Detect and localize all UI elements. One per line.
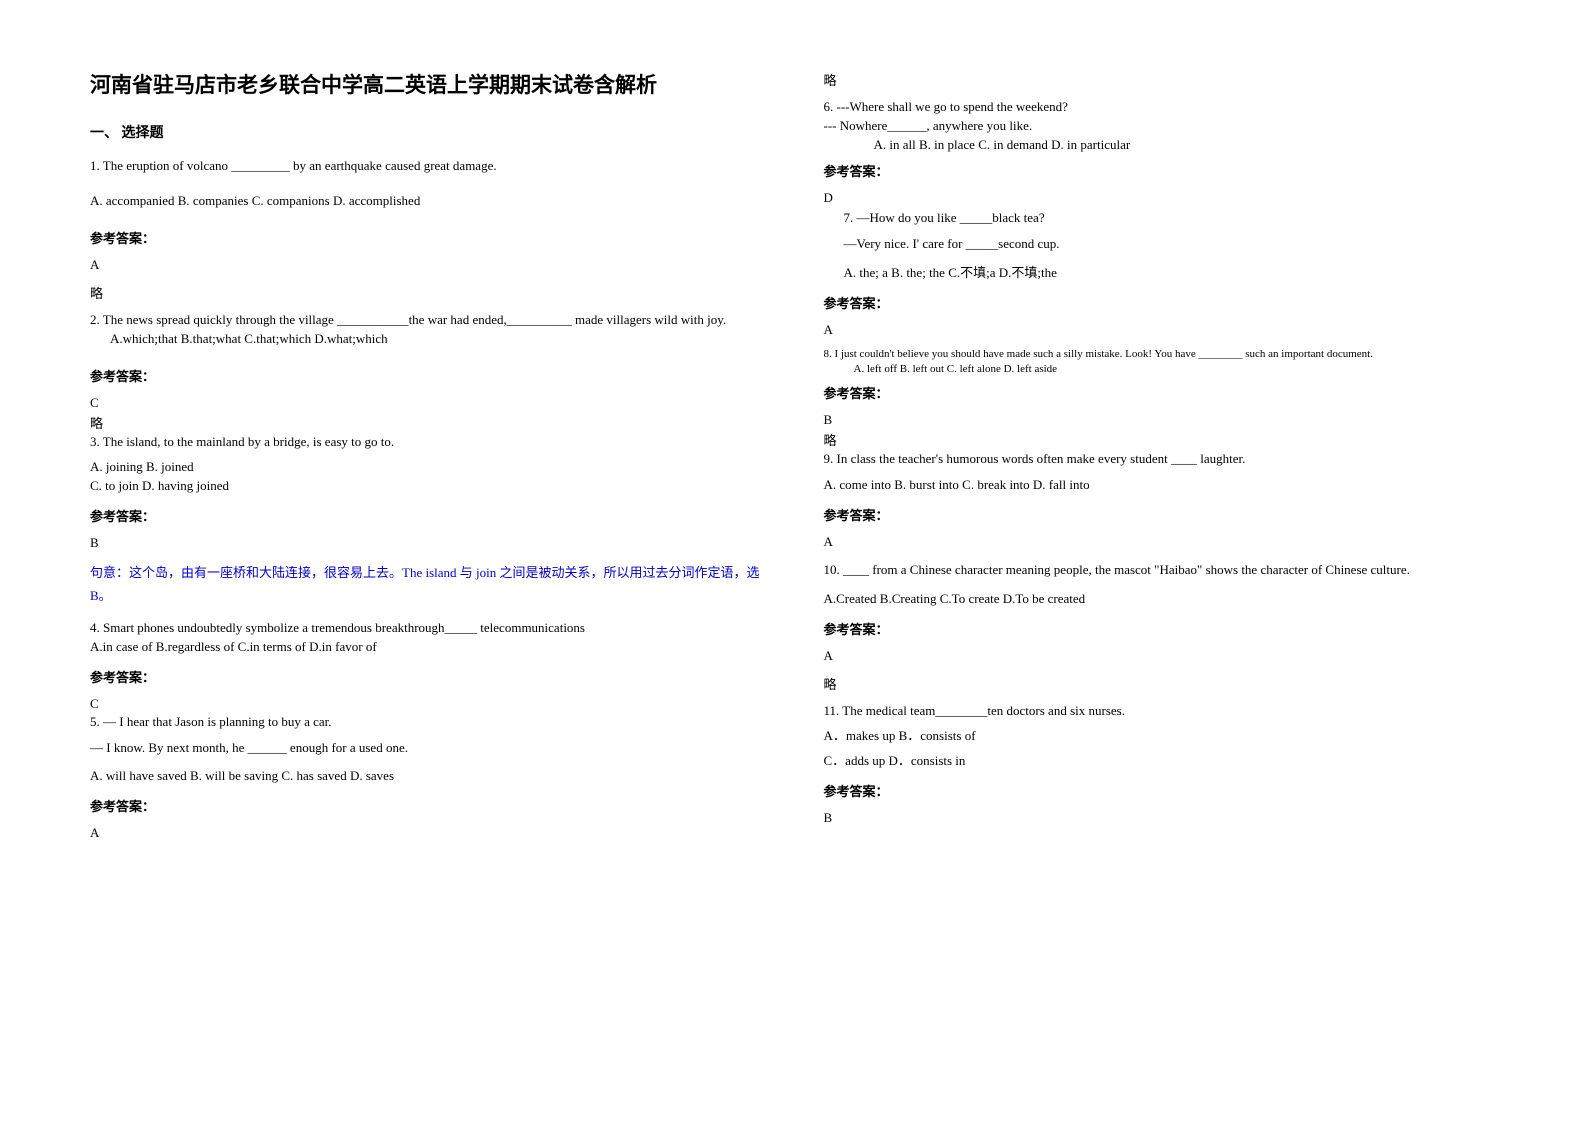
q4-options: A.in case of B.regardless of C.in terms … <box>90 639 764 655</box>
q5-answer: A <box>90 825 764 841</box>
q3-text: 3. The island, to the mainland by a brid… <box>90 434 764 450</box>
q11-answer-label: 参考答案： <box>824 781 1498 800</box>
q10-answer-label: 参考答案： <box>824 619 1498 638</box>
q1-note: 略 <box>90 283 764 302</box>
q8-answer-label: 参考答案： <box>824 383 1498 402</box>
q8-note: 略 <box>824 430 1498 449</box>
q6-text2: --- Nowhere______, anywhere you like. <box>824 118 1498 134</box>
q11-text: 11. The medical team________ten doctors … <box>824 703 1498 719</box>
left-column: 河南省驻马店市老乡联合中学高二英语上学期期末试卷含解析 一、 选择题 1. Th… <box>90 70 764 1052</box>
q5-note: 略 <box>824 70 1498 89</box>
q7-answer-label: 参考答案： <box>824 293 1498 312</box>
q1-answer-label: 参考答案： <box>90 228 764 247</box>
page-title: 河南省驻马店市老乡联合中学高二英语上学期期末试卷含解析 <box>90 70 764 102</box>
q4-text: 4. Smart phones undoubtedly symbolize a … <box>90 620 764 636</box>
q1-answer: A <box>90 257 764 273</box>
q7-options: A. the; a B. the; the C.不填;a D.不填;the <box>824 262 1498 281</box>
q6-answer: D <box>824 190 1498 206</box>
q1-options: A. accompanied B. companies C. companion… <box>90 189 764 212</box>
q8-options: A. left off B. left out C. left alone D.… <box>824 363 1498 375</box>
q3-explanation: 句意：这个岛，由有一座桥和大陆连接，很容易上去。The island 与 joi… <box>90 561 764 608</box>
q1-text: 1. The eruption of volcano _________ by … <box>90 158 764 174</box>
q10-answer: A <box>824 648 1498 664</box>
q7-text2: —Very nice. I' care for _____second cup. <box>824 236 1498 252</box>
q3-answer-label: 参考答案： <box>90 506 764 525</box>
q2-text: 2. The news spread quickly through the v… <box>90 312 764 328</box>
q9-answer: A <box>824 534 1498 550</box>
question-1: 1. The eruption of volcano _________ by … <box>90 158 764 177</box>
q3-answer: B <box>90 535 764 551</box>
q11-answer: B <box>824 810 1498 826</box>
q3-options1: A. joining B. joined <box>90 459 764 475</box>
q6-answer-label: 参考答案： <box>824 161 1498 180</box>
q10-text: 10. ____ from a Chinese character meanin… <box>824 560 1498 581</box>
q2-options: A.which;that B.that;what C.that;which D.… <box>90 331 764 347</box>
q8-answer: B <box>824 412 1498 428</box>
right-column: 略 6. ---Where shall we go to spend the w… <box>824 70 1498 1052</box>
q10-note: 略 <box>824 674 1498 693</box>
q5-text1: 5. — I hear that Jason is planning to bu… <box>90 714 764 730</box>
q9-answer-label: 参考答案： <box>824 505 1498 524</box>
q5-answer-label: 参考答案： <box>90 796 764 815</box>
q11-options2: C．adds up D．consists in <box>824 750 1498 769</box>
section-heading: 一、 选择题 <box>90 122 764 142</box>
q2-note: 略 <box>90 413 764 432</box>
q3-options2: C. to join D. having joined <box>90 478 764 494</box>
q2-answer-label: 参考答案： <box>90 366 764 385</box>
q7-text1: 7. —How do you like _____black tea? <box>824 210 1498 226</box>
q10-options: A.Created B.Creating C.To create D.To be… <box>824 591 1498 607</box>
q4-answer-label: 参考答案： <box>90 667 764 686</box>
q5-text2: — I know. By next month, he ______ enoug… <box>90 740 764 756</box>
q8-text: 8. I just couldn't believe you should ha… <box>824 348 1498 360</box>
q5-options: A. will have saved B. will be saving C. … <box>90 768 764 784</box>
q4-answer: C <box>90 696 764 712</box>
q7-answer: A <box>824 322 1498 338</box>
q6-text1: 6. ---Where shall we go to spend the wee… <box>824 99 1498 115</box>
q9-text: 9. In class the teacher's humorous words… <box>824 451 1498 467</box>
q9-options: A. come into B. burst into C. break into… <box>824 477 1498 493</box>
q6-options: A. in all B. in place C. in demand D. in… <box>824 137 1498 153</box>
q2-answer: C <box>90 395 764 411</box>
q11-options1: A．makes up B．consists of <box>824 725 1498 744</box>
question-2: 2. The news spread quickly through the v… <box>90 312 764 350</box>
